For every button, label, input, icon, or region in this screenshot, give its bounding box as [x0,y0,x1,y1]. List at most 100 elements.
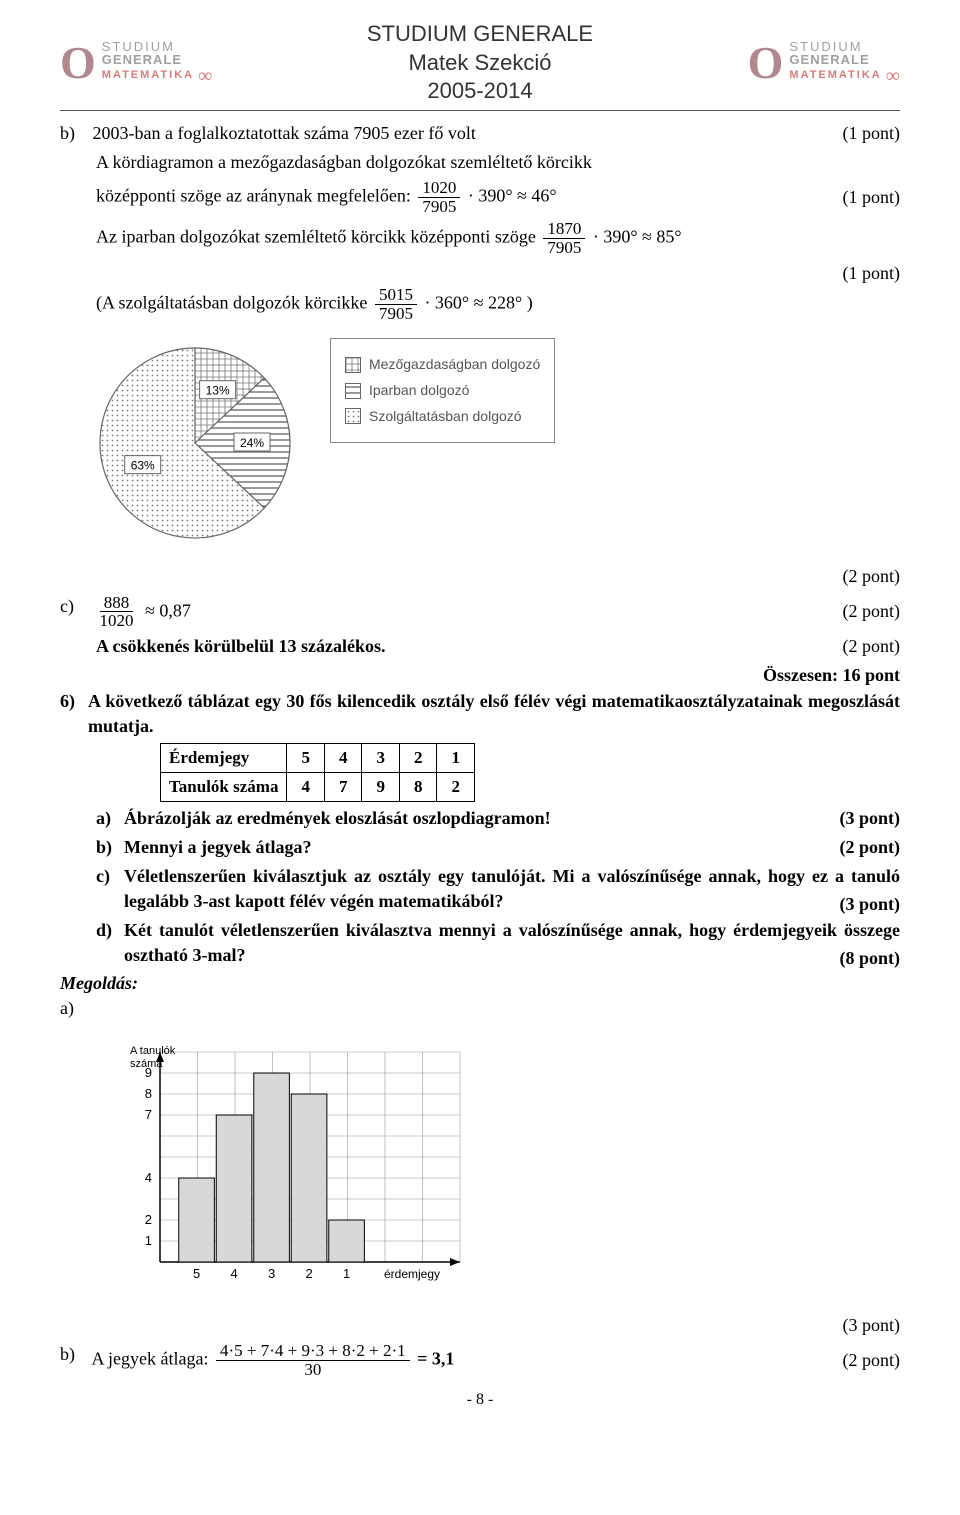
sub-label: d) [96,918,124,972]
cell: 7 [324,772,362,801]
svg-text:4: 4 [145,1170,152,1185]
frac1-after: · 390° ≈ 46° [468,186,557,206]
cell: 4 [287,772,325,801]
frac-num: 4·5 + 7·4 + 9·3 + 8·2 + 2·1 [216,1342,410,1361]
bar-pts: (3 pont) [60,1313,900,1338]
q6a-text: Ábrázolják az eredmények eloszlását oszl… [124,808,551,828]
c-line2-pts: (2 pont) [843,634,901,659]
q6-intro: A következő táblázat egy 30 fős kilenced… [88,689,900,739]
logo-studium: STUDIUM [102,40,213,53]
logo-left: O STUDIUM GENERALE MATEMATIKA ∞ [60,40,212,86]
svg-text:63%: 63% [131,459,155,473]
sub-label: a) [96,806,124,831]
svg-text:A tanulók: A tanulók [130,1045,176,1057]
ans-b-text: A jegyek átlaga: [92,1348,209,1368]
svg-text:2: 2 [305,1266,312,1281]
logo-icon: O [748,40,784,86]
fraction: 888 1020 [96,594,138,631]
svg-text:5: 5 [193,1266,200,1281]
cell: 8 [399,772,437,801]
fraction: 1870 7905 [543,220,585,257]
legend-text: Szolgáltatásban dolgozó [369,407,522,427]
b-line3-text: középponti szöge az aránynak megfelelően… [96,186,411,206]
logo-icon: O [60,40,96,86]
infinity-icon: ∞ [886,66,900,86]
frac-num: 1020 [418,179,460,198]
ans-b-label: b) [60,1342,88,1367]
pie-legend: Mezőgazdaságban dolgozó Iparban dolgozó … [330,338,555,443]
header: O STUDIUM GENERALE MATEMATIKA ∞ STUDIUM … [60,20,900,111]
frac-den: 30 [300,1361,325,1379]
pie-pts: (2 pont) [60,564,900,589]
legend-text: Mezőgazdaságban dolgozó [369,355,540,375]
frac-num: 1870 [543,220,585,239]
grades-table: Érdemjegy 5 4 3 2 1 Tanulók száma 4 7 9 … [160,743,475,802]
frac-den: 7905 [543,239,585,257]
svg-text:24%: 24% [240,436,264,450]
cell: 5 [287,744,325,773]
logo-matematika-r: MATEMATIKA [789,70,881,81]
b-line2: A kördiagramon a mezőgazdaságban dolgozó… [96,150,900,175]
frac-den: 1020 [96,612,138,630]
legend-swatch [345,408,361,424]
logo-right: O STUDIUM GENERALE MATEMATIKA ∞ [748,40,900,86]
cell: 2 [437,772,475,801]
b-line4-text: Az iparban dolgozókat szemléltető körcik… [96,226,536,246]
sub-label: c) [96,864,124,918]
th-erdemjegy: Érdemjegy [161,744,287,773]
frac3-after: · 360° ≈ 228° ) [424,292,532,312]
bar-chart: 124789A tanulókszáma54321érdemjegy [100,1032,480,1302]
svg-text:száma: száma [130,1058,163,1070]
header-line1: STUDIUM GENERALE [367,20,593,49]
b-line3-pts: (1 pont) [843,185,901,210]
svg-text:7: 7 [145,1107,152,1122]
c-pts: (2 pont) [843,599,901,624]
item-label-b: b) [60,121,88,146]
q6c-text: Véletlenszerűen kiválasztjuk az osztály … [124,864,900,914]
b-line1-pts: (1 pont) [843,121,901,146]
th-tanulok: Tanulók száma [161,772,287,801]
cell: 4 [324,744,362,773]
b-line1: 2003-ban a foglalkoztatottak száma 7905 … [93,123,476,143]
svg-text:1: 1 [343,1266,350,1281]
fraction: 4·5 + 7·4 + 9·3 + 8·2 + 2·1 30 [216,1342,410,1379]
frac-den: 7905 [375,305,417,323]
header-center: STUDIUM GENERALE Matek Szekció 2005-2014 [367,20,593,106]
infinity-icon: ∞ [198,66,212,86]
frac2-after: · 390° ≈ 85° [593,226,682,246]
c-total: Összesen: 16 pont [60,663,900,688]
header-line2: Matek Szekció [367,49,593,78]
frac-num: 5015 [375,286,417,305]
ans-a-label: a) [60,996,88,1021]
header-line3: 2005-2014 [367,77,593,106]
pie-chart: 13%24%63% [90,338,300,548]
cell: 2 [399,744,437,773]
cell: 1 [437,744,475,773]
q6b-text: Mennyi a jegyek átlaga? [124,837,311,857]
cell: 9 [362,772,400,801]
svg-text:8: 8 [145,1086,152,1101]
logo-generale: GENERALE [102,53,213,66]
logo-generale-r: GENERALE [789,53,900,66]
fraction: 5015 7905 [375,286,417,323]
sub-label: b) [96,835,124,860]
ans-b-pts: (2 pont) [843,1348,901,1373]
ans-b-result: = 3,1 [417,1348,454,1368]
logo-matematika: MATEMATIKA [102,70,194,81]
item-label-c: c) [60,594,88,619]
megoldas-label: Megoldás: [60,971,900,996]
svg-text:1: 1 [145,1233,152,1248]
item-label-6: 6) [60,689,88,714]
page-footer: - 8 - [60,1391,900,1409]
legend-swatch [345,357,361,373]
logo-studium-r: STUDIUM [789,40,900,53]
b-line4-pts: (1 pont) [60,261,900,286]
legend-swatch [345,383,361,399]
fraction: 1020 7905 [418,179,460,216]
c-line2: A csökkenés körülbelül 13 százalékos. [96,634,386,659]
frac-num: 888 [100,594,134,613]
q6b-pts: (2 pont) [839,835,900,860]
q6a-pts: (3 pont) [839,806,900,831]
frac-den: 7905 [418,198,460,216]
svg-text:4: 4 [230,1266,237,1281]
